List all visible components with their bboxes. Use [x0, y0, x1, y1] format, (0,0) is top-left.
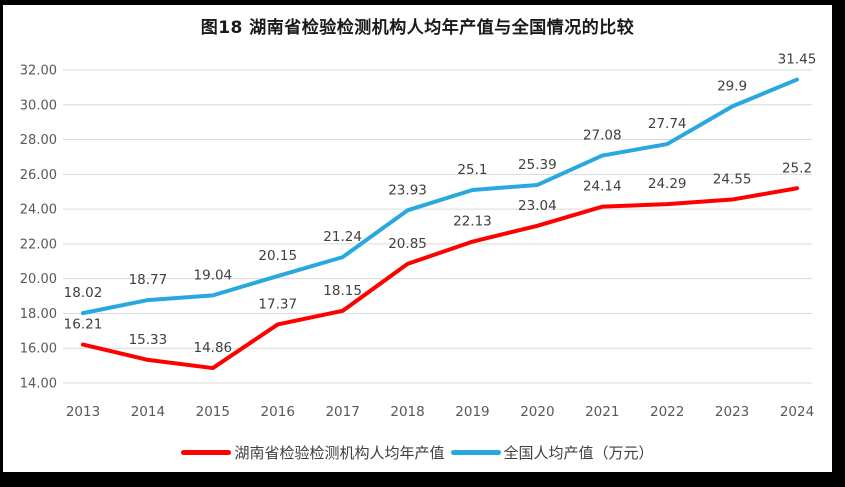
x-axis-tick-label: 2017	[325, 404, 359, 420]
y-axis-tick-label: 30.00	[20, 98, 57, 113]
x-axis-tick-label: 2015	[196, 404, 230, 420]
x-axis-tick-label: 2014	[131, 404, 165, 420]
data-point-label: 17.37	[258, 296, 297, 312]
data-point-label: 18.15	[323, 283, 362, 299]
x-axis-tick-label: 2023	[715, 404, 749, 420]
data-point-label: 16.21	[64, 317, 103, 333]
y-axis-tick-label: 28.00	[20, 133, 57, 148]
data-point-label: 23.04	[518, 198, 557, 214]
x-axis-tick-label: 2013	[66, 404, 100, 420]
data-point-label: 18.77	[129, 272, 168, 288]
chart-legend: 湖南省检验检测机构人均年产值 全国人均产值（万元）	[3, 442, 832, 463]
x-axis-tick-label: 2020	[520, 404, 554, 420]
data-point-label: 21.24	[323, 229, 362, 245]
data-point-label: 25.2	[782, 160, 812, 176]
x-axis-tick-label: 2021	[585, 404, 619, 420]
y-axis-tick-label: 24.00	[20, 203, 57, 218]
data-point-label: 20.85	[388, 236, 427, 252]
data-point-label: 25.39	[518, 157, 557, 173]
y-axis-tick-label: 22.00	[20, 237, 57, 252]
data-point-label: 19.04	[193, 267, 232, 283]
legend-label-national: 全国人均产值（万元）	[503, 444, 654, 462]
chart-title: 图18 湖南省检验检测机构人均年产值与全国情况的比较	[200, 18, 635, 38]
y-axis-tick-label: 20.00	[20, 272, 57, 287]
x-axis-tick-label: 2016	[261, 404, 295, 420]
x-axis-tick-label: 2022	[650, 404, 684, 420]
legend-item-national: 全国人均产值（万元）	[450, 442, 654, 463]
data-point-label: 18.02	[64, 285, 103, 301]
x-axis-tick-label: 2024	[780, 404, 814, 420]
line-chart-plot-area: 14.00 16.00 18.00 20.00 22.00 24.00 26.00 28.00…	[20, 52, 817, 420]
legend-line-swatch-red	[181, 450, 232, 455]
data-point-label: 22.13	[453, 214, 492, 230]
y-axis-tick-label: 32.00	[20, 64, 57, 79]
legend-item-hunan: 湖南省检验检测机构人均年产值	[181, 442, 445, 463]
legend-line-swatch-blue	[450, 450, 501, 455]
x-axis-tick-label: 2018	[390, 404, 424, 420]
series-line-national	[81, 77, 800, 316]
data-point-label: 24.29	[648, 176, 687, 192]
data-point-label: 23.93	[388, 182, 427, 198]
data-point-label: 24.55	[713, 172, 752, 188]
data-point-label: 24.14	[583, 179, 622, 195]
y-axis-tick-label: 26.00	[20, 168, 57, 183]
y-axis-tick-label: 14.00	[20, 377, 57, 392]
data-point-label: 29.9	[717, 79, 747, 95]
data-point-label: 27.08	[583, 128, 622, 144]
data-point-label: 31.45	[778, 52, 817, 68]
series-line-hunan	[81, 186, 800, 371]
data-point-label: 15.33	[129, 332, 168, 348]
legend-label-hunan: 湖南省检验检测机构人均年产值	[234, 444, 445, 462]
data-point-label: 25.1	[457, 162, 487, 178]
chart-canvas: 图18 湖南省检验检测机构人均年产值与全国情况的比较 14.00 16.00 18.…	[3, 5, 832, 472]
x-axis-tick-label: 2019	[455, 404, 489, 420]
y-axis-tick-label: 16.00	[20, 342, 57, 357]
data-point-label: 14.86	[193, 340, 232, 356]
data-point-label: 20.15	[258, 248, 297, 264]
data-point-label: 27.74	[648, 116, 687, 132]
y-axis-tick-label: 18.00	[20, 307, 57, 322]
